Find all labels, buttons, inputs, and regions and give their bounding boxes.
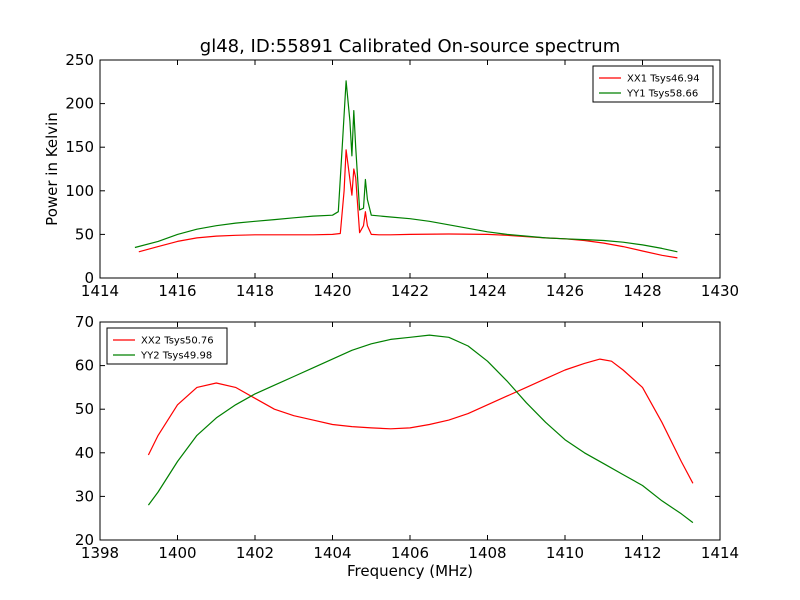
- top-x-tick-label: 1424: [468, 282, 506, 300]
- bottom-x-tick-label: 1406: [391, 544, 429, 562]
- top-x-tick-label: 1428: [623, 282, 661, 300]
- top-x-tick-label: 1420: [313, 282, 351, 300]
- bottom-x-tick-label: 1414: [701, 544, 739, 562]
- bottom-y-tick-label: 40: [75, 444, 94, 462]
- bottom-legend-label-2: YY2 Tsys49.98: [140, 351, 212, 362]
- top-legend-box: [592, 65, 714, 103]
- top-x-tick-label: 1418: [236, 282, 274, 300]
- top-y-tick-label: 200: [65, 95, 94, 113]
- bottom-x-axis-title: Frequency (MHz): [347, 562, 473, 580]
- top-spectrum-panel: 1414 1416 1418 1420 1422 1424 1426 1428 1430 0 50 1…: [43, 51, 739, 300]
- top-x-tick-label: 1414: [81, 282, 119, 300]
- bottom-y-tick-label: 60: [75, 357, 94, 375]
- top-legend: XX1 Tsys46.94 YY1 Tsys58.66: [592, 65, 714, 103]
- top-x-tick-label: 1416: [158, 282, 196, 300]
- bottom-y-tick-label: 50: [75, 400, 94, 418]
- bottom-series-line-2: [147, 334, 694, 524]
- top-x-tick-label: 1430: [701, 282, 739, 300]
- bottom-y-tick-label: 30: [75, 487, 94, 505]
- top-y-tick-label: 150: [65, 138, 94, 156]
- bottom-x-tick-label: 1408: [468, 544, 506, 562]
- top-y-axis-title: Power in Kelvin: [43, 112, 61, 226]
- top-series-line-2: [134, 80, 678, 253]
- bottom-x-tick-label: 1402: [236, 544, 274, 562]
- top-x-tick-label: 1426: [546, 282, 584, 300]
- top-y-tick-label: 250: [65, 51, 94, 69]
- top-x-tick-label: 1422: [391, 282, 429, 300]
- bottom-spectrum-panel: 1398 1400 1402 1404 1406 1408 1410 1412 1414 20 30…: [75, 313, 739, 580]
- top-legend-label-1: XX1 Tsys46.94: [627, 74, 700, 85]
- figure-title: gl48, ID:55891 Calibrated On-source spec…: [200, 36, 620, 57]
- bottom-x-tick-label: 1410: [546, 544, 584, 562]
- top-legend-label-2: YY1 Tsys58.66: [626, 89, 698, 100]
- bottom-x-tick-label: 1412: [623, 544, 661, 562]
- bottom-legend: XX2 Tsys50.76 YY2 Tsys49.98: [106, 327, 228, 365]
- bottom-x-tick-label: 1404: [313, 544, 351, 562]
- top-y-tick-label: 100: [65, 182, 94, 200]
- top-y-tick-label: 0: [84, 269, 94, 287]
- bottom-x-tick-label: 1398: [81, 544, 119, 562]
- bottom-series-line-1: [147, 358, 694, 484]
- bottom-legend-box: [106, 327, 228, 365]
- top-y-tick-label: 50: [75, 225, 94, 243]
- bottom-y-tick-label: 20: [75, 531, 94, 549]
- bottom-y-tick-label: 70: [75, 313, 94, 331]
- bottom-x-tick-label: 1400: [158, 544, 196, 562]
- bottom-legend-label-1: XX2 Tsys50.76: [141, 336, 214, 347]
